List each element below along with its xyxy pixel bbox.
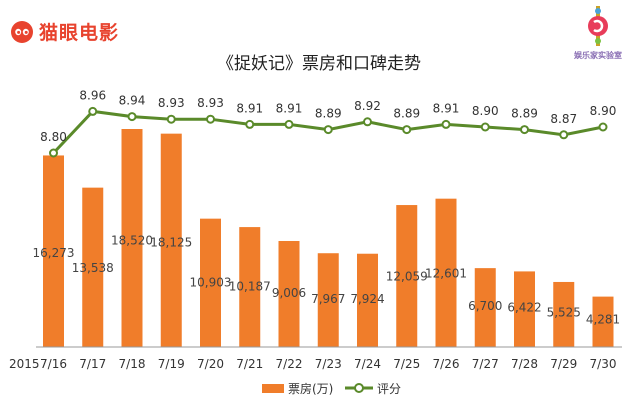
rating-point <box>284 119 294 129</box>
rating-point <box>323 125 333 135</box>
bar-7/22 <box>278 240 300 347</box>
x-tick-label: 7/30 <box>590 357 617 371</box>
x-tick-label: 7/18 <box>119 357 146 371</box>
bar-value-label: 12,601 <box>425 266 467 280</box>
x-year-prefix: 2015 <box>9 357 40 371</box>
rating-point <box>166 114 176 124</box>
rating-point <box>559 130 569 140</box>
legend-bar-label: 票房(万) <box>288 381 333 396</box>
x-tick-label: 7/29 <box>550 357 577 371</box>
x-tick-label: 7/21 <box>236 357 263 371</box>
bar-7/18 <box>121 129 143 347</box>
rating-value-label: 8.93 <box>158 96 185 110</box>
rating-value-label: 8.91 <box>236 101 263 115</box>
x-tick-label: 7/19 <box>158 357 185 371</box>
bar-value-label: 7,924 <box>350 292 384 306</box>
cat-face-icon <box>11 20 33 43</box>
rating-line-layer: 8.80 8.96 8.94 8.93 8.93 8.91 8.91 8.89 8.92 8.89… <box>40 88 617 158</box>
bar-value-label: 12,059 <box>386 269 428 283</box>
rating-value-label: 8.87 <box>550 112 577 126</box>
bar-value-label: 7,967 <box>311 292 345 306</box>
bar-7/30 <box>592 296 614 347</box>
rating-point <box>441 119 451 129</box>
bar-7/23 <box>317 253 339 347</box>
bar-7/29 <box>553 281 575 347</box>
x-tick-label: 7/16 <box>40 357 67 371</box>
bar-value-label: 10,187 <box>229 280 271 294</box>
bar-7/21 <box>239 227 261 347</box>
rating-point <box>598 122 608 132</box>
rating-value-label: 8.90 <box>472 104 499 118</box>
bar-value-label: 18,520 <box>111 234 153 248</box>
x-tick-label: 7/25 <box>393 357 420 371</box>
maoyan-logo-text: 猫眼电影 <box>39 22 120 44</box>
x-tick-label: 7/24 <box>354 357 381 371</box>
x-tick-label: 7/22 <box>276 357 303 371</box>
rating-value-label: 8.96 <box>79 88 106 102</box>
bar-value-label: 18,125 <box>150 236 192 250</box>
rating-value-label: 8.92 <box>354 99 381 113</box>
entertainment-lab-icon <box>588 6 608 46</box>
rating-point <box>49 148 58 158</box>
rating-point <box>245 119 255 129</box>
legend-bar-swatch <box>262 384 284 393</box>
x-tick-label: 7/20 <box>197 357 224 371</box>
rating-value-label: 8.93 <box>197 96 224 110</box>
rating-value-label: 8.94 <box>119 94 146 108</box>
legend-line-marker <box>354 383 364 393</box>
rating-value-label: 8.90 <box>590 104 617 118</box>
bar-7/25 <box>396 205 418 347</box>
rating-point <box>206 114 215 124</box>
x-tick-label: 7/23 <box>315 357 342 371</box>
bar-7/28 <box>514 271 535 347</box>
bar-value-label: 4,281 <box>586 312 620 326</box>
rating-point <box>88 106 98 116</box>
x-tick-label: 7/27 <box>472 357 499 371</box>
bar-7/26 <box>435 198 457 347</box>
bar-value-label: 6,700 <box>468 299 502 313</box>
rating-value-label: 8.89 <box>315 107 342 121</box>
rating-point <box>127 112 137 122</box>
rating-point <box>520 125 529 135</box>
bar-value-label: 16,273 <box>33 246 75 260</box>
rating-value-label: 8.89 <box>393 107 420 121</box>
rating-value-label: 8.80 <box>40 130 67 144</box>
bar-value-label: 6,422 <box>507 300 541 314</box>
bar-value-label: 9,006 <box>272 286 306 300</box>
bar-7/24 <box>357 253 378 347</box>
x-tick-label: 7/26 <box>433 357 460 371</box>
x-tick-labels-layer: 7/16 7/17 7/18 7/19 7/20 7/21 7/22 7/23 7/24 7/25… <box>9 357 617 371</box>
legend: 票房(万) 评分 <box>262 381 401 396</box>
bar-7/27 <box>474 268 496 347</box>
rating-point <box>363 117 372 127</box>
x-tick-label: 7/28 <box>511 357 538 371</box>
entertainment-lab-logo: 娱乐家实验室 <box>568 4 628 62</box>
rating-point <box>480 122 490 132</box>
rating-value-label: 8.91 <box>276 101 303 115</box>
rating-point <box>402 125 412 135</box>
bars-layer <box>43 129 614 347</box>
chart-title: 《捉妖记》票房和口碑走势 <box>217 54 421 74</box>
maoyan-logo: 猫眼电影 <box>10 18 119 45</box>
rating-value-label: 8.89 <box>511 107 538 121</box>
bar-value-label: 13,538 <box>72 261 114 275</box>
bar-7/19 <box>160 133 182 347</box>
rating-value-label: 8.91 <box>433 101 460 115</box>
x-tick-label: 7/17 <box>79 357 106 371</box>
bar-value-label: 10,903 <box>190 276 232 290</box>
bar-value-label: 5,525 <box>547 305 581 319</box>
entertainment-lab-text: 娱乐家实验室 <box>574 51 622 60</box>
legend-line-label: 评分 <box>377 382 401 396</box>
bar-7/17 <box>82 187 104 347</box>
bar-7/16 <box>43 155 64 347</box>
bar-7/20 <box>200 218 221 347</box>
